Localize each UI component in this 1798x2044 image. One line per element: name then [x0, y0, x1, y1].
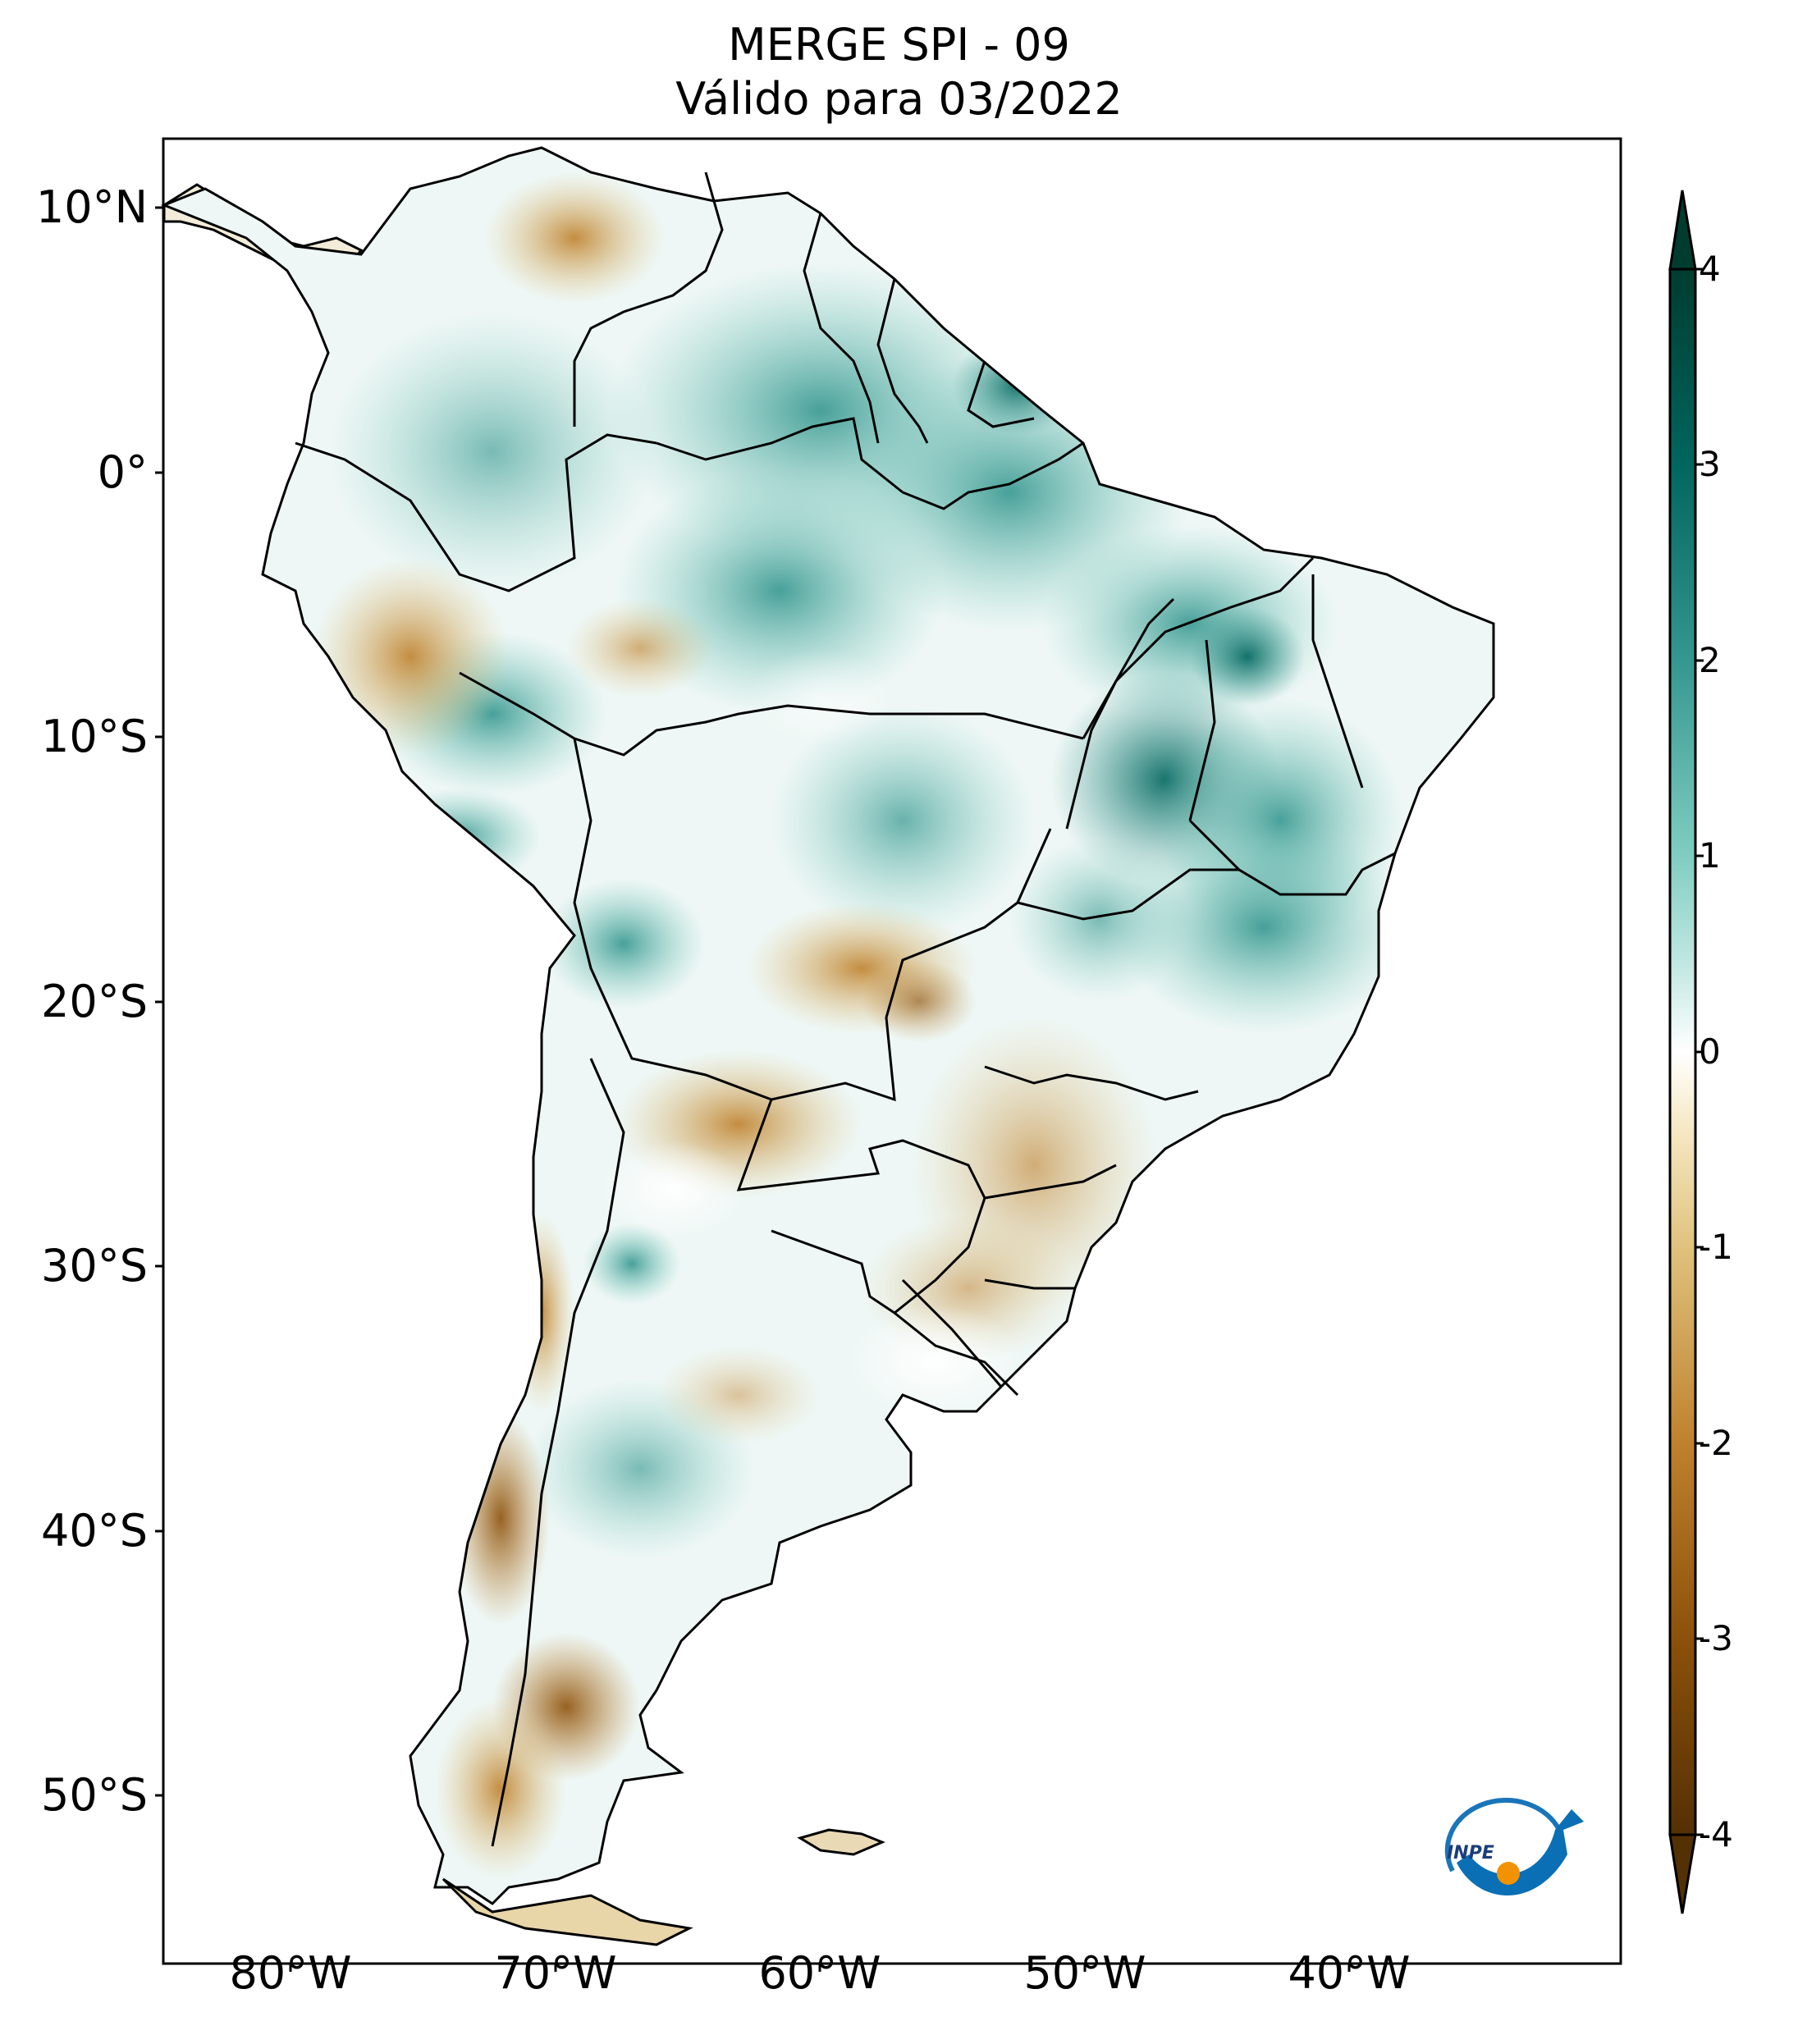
colorbar-label-3: 3	[1699, 444, 1721, 484]
colorbar-label-2: 2	[1699, 640, 1721, 680]
colorbar-label-1: 1	[1699, 835, 1721, 876]
colorbar-label-neg3: -3	[1699, 1618, 1733, 1658]
lat-label-0: 0°	[97, 446, 148, 498]
colorbar-label-neg2: -2	[1699, 1423, 1733, 1463]
lon-label-50w: 50°W	[1023, 1947, 1146, 1999]
colorbar-label-neg4: -4	[1699, 1814, 1733, 1854]
colorbar-label-0: 0	[1699, 1031, 1721, 1072]
lon-label-70w: 70°W	[494, 1947, 617, 1999]
axis-ticks	[155, 206, 1351, 1972]
lat-label-50s: 50°S	[41, 1769, 148, 1821]
political-borders	[295, 171, 1396, 1847]
logo-text: INPE	[1447, 1843, 1494, 1863]
colorbar-label-neg1: -1	[1699, 1227, 1733, 1267]
colorbar-min-extend	[1668, 1833, 1697, 1914]
lon-label-40w: 40°W	[1288, 1947, 1411, 1999]
lon-label-60w: 60°W	[758, 1947, 881, 1999]
lat-label-40s: 40°S	[41, 1505, 148, 1557]
lat-label-10s: 10°S	[41, 711, 148, 762]
colorbar-max-extend	[1668, 190, 1697, 271]
map-subtitle: Válido para 03/2022	[675, 73, 1123, 125]
coastline	[160, 146, 1495, 1905]
map-title: MERGE SPI - 09	[728, 19, 1070, 71]
inpe-logo: INPE	[1444, 1797, 1584, 1895]
colorbar	[1668, 190, 1704, 1914]
map-frame	[162, 137, 1622, 1965]
lon-label-80w: 80°W	[229, 1947, 352, 1999]
lat-label-20s: 20°S	[41, 976, 148, 1027]
lat-label-10n: 10°N	[35, 181, 148, 233]
colorbar-label-4: 4	[1699, 249, 1721, 289]
lat-label-30s: 30°S	[41, 1240, 148, 1292]
colorbar-gradient	[1668, 268, 1697, 1836]
southern-islands	[441, 1828, 885, 1946]
